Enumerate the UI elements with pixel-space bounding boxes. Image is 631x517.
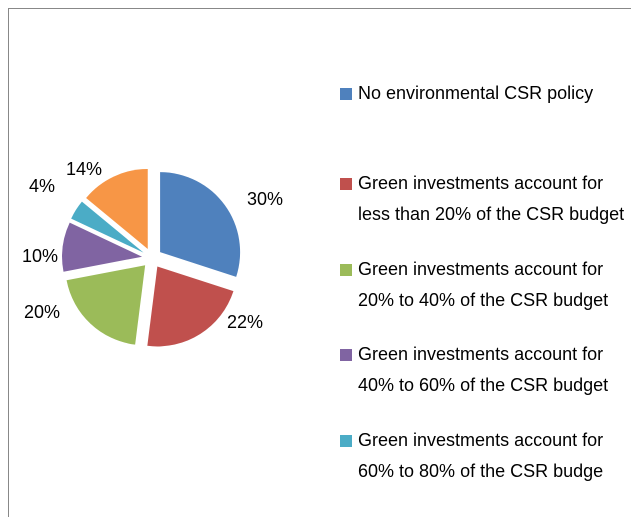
legend-line: Green investments account for (358, 173, 603, 193)
legend-swatch (340, 178, 352, 190)
data-label: 20% (24, 302, 60, 322)
legend-line: 20% to 40% of the CSR budget (358, 290, 608, 310)
legend-swatch (340, 264, 352, 276)
pie-slice (86, 168, 148, 249)
legend-swatch (340, 349, 352, 361)
legend-label: Green investments account for 60% to 80% … (358, 430, 603, 481)
legend-line: Green investments account for (358, 344, 603, 364)
legend-swatch (340, 88, 352, 100)
legend-label: No environmental CSR policy (358, 83, 593, 103)
pie-slice (62, 222, 143, 272)
legend-line: Green investments account for (358, 430, 603, 450)
legend-line: 60% to 80% of the CSR budge (358, 461, 603, 481)
data-label: 14% (66, 159, 102, 179)
legend-label: Green investments account for less than 2… (358, 173, 624, 224)
legend-label: Green investments account for 40% to 60% … (358, 344, 608, 395)
legend-line: 40% to 60% of the CSR budget (358, 375, 608, 395)
legend-line: No environmental CSR policy (358, 83, 593, 103)
legend-line: less than 20% of the CSR budget (358, 204, 624, 224)
chart-frame (8, 8, 631, 517)
data-label: 10% (22, 246, 58, 266)
pie-slice (66, 265, 146, 345)
pie-slice (71, 201, 144, 253)
pie-slice (160, 172, 241, 277)
legend-label: Green investments account for 20% to 40% … (358, 259, 608, 310)
data-label: 30% (247, 189, 283, 209)
pie-slice (147, 266, 234, 347)
data-label: 4% (29, 176, 55, 196)
legend-swatch (340, 435, 352, 447)
data-label: 22% (227, 312, 263, 332)
legend-line: Green investments account for (358, 259, 603, 279)
